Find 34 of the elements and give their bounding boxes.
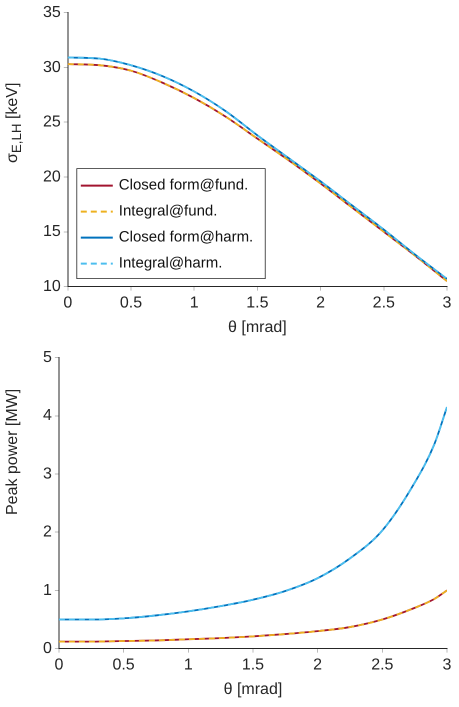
y-tick-label: 15 bbox=[43, 223, 61, 240]
legend-label: Closed form@harm. bbox=[118, 228, 254, 246]
x-tick-label: 3 bbox=[442, 656, 452, 674]
x-axis-title: θ [mrad] bbox=[228, 318, 287, 336]
legend-label: Closed form@fund. bbox=[118, 176, 248, 194]
y-tick-label: 1 bbox=[42, 582, 52, 599]
y-axis-title: Peak power [MW] bbox=[4, 388, 22, 515]
x-tick-label: 2.5 bbox=[372, 294, 396, 312]
y-tick-label: 0 bbox=[42, 640, 52, 658]
x-tick-label: 2.5 bbox=[371, 656, 394, 674]
line-series bbox=[58, 406, 447, 620]
y-tick-label: 2 bbox=[42, 524, 52, 541]
y-tick-label: 30 bbox=[43, 58, 61, 76]
x-axis-title: θ [mrad] bbox=[224, 680, 282, 698]
x-tick-label: 0.5 bbox=[120, 294, 142, 312]
y-tick-label: 3 bbox=[42, 465, 52, 482]
x-tick-label: 1.5 bbox=[242, 656, 264, 674]
x-tick-label: 1 bbox=[190, 294, 199, 312]
x-tick-label: 2 bbox=[313, 656, 322, 674]
x-tick-label: 0 bbox=[63, 294, 72, 312]
y-tick-label: 35 bbox=[43, 4, 61, 22]
x-tick-label: 1.5 bbox=[246, 294, 269, 312]
x-tick-label: 2 bbox=[316, 294, 326, 312]
y-tick-label: 4 bbox=[42, 407, 52, 424]
y-tick-label: 25 bbox=[43, 114, 61, 131]
y-tick-label: 5 bbox=[42, 349, 52, 366]
y-tick-label: 20 bbox=[43, 168, 61, 186]
legend-label: Integral@harm. bbox=[118, 254, 222, 272]
x-tick-label: 3 bbox=[442, 294, 452, 312]
x-tick-label: 1 bbox=[184, 656, 193, 674]
x-tick-label: 0.5 bbox=[112, 656, 135, 674]
legend-label: Integral@fund. bbox=[118, 202, 218, 220]
line-series bbox=[58, 590, 447, 643]
y-tick-label: 10 bbox=[43, 278, 61, 296]
